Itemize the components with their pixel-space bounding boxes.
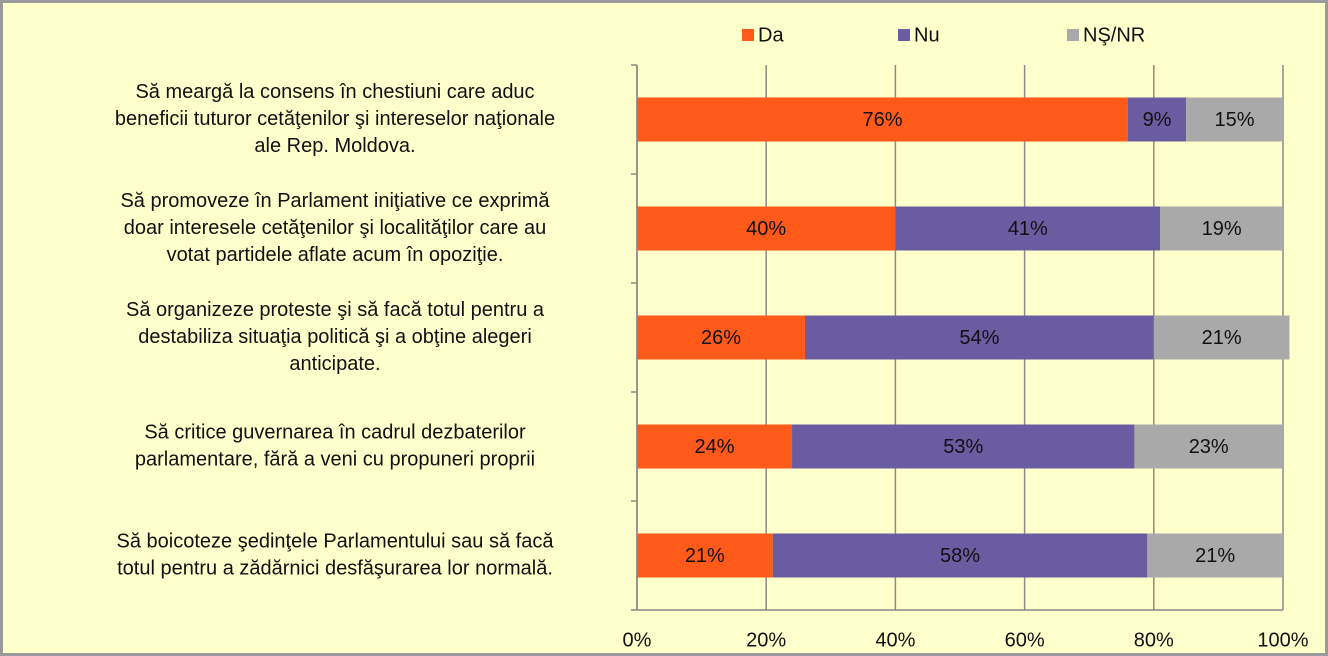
legend-label: Da xyxy=(758,24,784,46)
legend-swatch xyxy=(1067,29,1079,41)
legend-swatch xyxy=(898,29,910,41)
category-label: ale Rep. Moldova. xyxy=(254,135,415,157)
bar-segment xyxy=(637,424,793,469)
data-label: 54% xyxy=(959,327,999,349)
bar-segment xyxy=(804,315,1154,360)
data-label: 19% xyxy=(1202,218,1242,240)
bar-segment xyxy=(1127,97,1187,142)
bar-segment xyxy=(1147,533,1283,578)
category-label: totul pentru a zădărnici desfăşurarea lo… xyxy=(117,557,553,579)
data-label: 24% xyxy=(695,436,735,458)
bar-segment xyxy=(792,424,1135,469)
bar-segment xyxy=(895,206,1161,251)
data-label: 21% xyxy=(1202,327,1242,349)
bar-segment xyxy=(1160,206,1283,251)
x-tick-label: 0% xyxy=(623,629,652,651)
legend-label: Nu xyxy=(914,24,940,46)
x-tick-label: 100% xyxy=(1257,629,1308,651)
legend-label: NŞ/NR xyxy=(1083,24,1145,46)
x-tick-label: 80% xyxy=(1134,629,1174,651)
data-label: 53% xyxy=(943,436,983,458)
data-label: 15% xyxy=(1215,109,1255,131)
data-label: 58% xyxy=(940,545,980,567)
category-label: Să boicoteze şedinţele Parlamentului sau… xyxy=(117,530,555,552)
bar-segment xyxy=(637,206,896,251)
category-label: anticipate. xyxy=(289,353,380,375)
category-label: doar interesele cetăţenilor şi localităţ… xyxy=(124,217,546,239)
data-label: 23% xyxy=(1189,436,1229,458)
bar-segment xyxy=(637,97,1128,142)
data-label: 40% xyxy=(746,218,786,240)
x-tick-label: 60% xyxy=(1005,629,1045,651)
category-label: beneficii tuturor cetăţenilor şi interes… xyxy=(115,108,555,130)
category-label: Să organizeze proteste şi să facă totul … xyxy=(126,299,545,321)
data-label: 9% xyxy=(1143,109,1172,131)
bar-segment xyxy=(1153,315,1290,360)
x-tick-label: 40% xyxy=(875,629,915,651)
data-label: 21% xyxy=(685,545,725,567)
bar-segment xyxy=(1186,97,1283,142)
bar-segment xyxy=(637,533,773,578)
bar-segment xyxy=(637,315,805,360)
category-label: parlamentare, fără a veni cu propuneri p… xyxy=(135,448,535,470)
data-label: 26% xyxy=(701,327,741,349)
category-label: destabiliza situaţia politică şi a obţin… xyxy=(138,326,532,348)
category-label: votat partidele aflate acum în opoziţie. xyxy=(167,244,504,266)
category-label: Să critice guvernarea în cadrul dezbater… xyxy=(144,421,526,443)
category-label: Să promoveze în Parlament iniţiative ce … xyxy=(120,190,550,212)
data-label: 76% xyxy=(862,109,902,131)
bar-segment xyxy=(772,533,1148,578)
data-label: 21% xyxy=(1195,545,1235,567)
bar-segment xyxy=(1134,424,1283,469)
legend-swatch xyxy=(742,29,754,41)
x-tick-label: 20% xyxy=(746,629,786,651)
category-label: Să meargă la consens în chestiuni care a… xyxy=(135,81,534,103)
data-label: 41% xyxy=(1008,218,1048,240)
